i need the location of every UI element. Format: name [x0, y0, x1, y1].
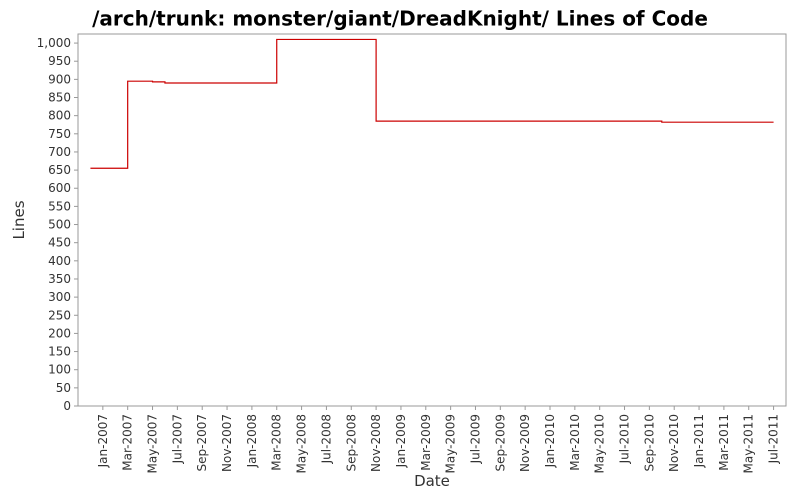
x-tick-label: Jan-2007 [96, 414, 110, 468]
y-tick-label: 600 [48, 181, 71, 195]
y-tick-label: 900 [48, 72, 71, 86]
y-tick-label: 350 [48, 272, 71, 286]
y-tick-label: 150 [48, 345, 71, 359]
x-tick-label: Jul-2011 [767, 414, 781, 464]
y-tick-label: 100 [48, 363, 71, 377]
y-tick-label: 650 [48, 163, 71, 177]
x-tick-label: Jul-2009 [468, 414, 482, 464]
x-tick-label: May-2008 [295, 414, 309, 473]
x-tick-label: Sep-2009 [493, 414, 507, 472]
x-tick-label: Jul-2007 [170, 414, 184, 464]
x-tick-label: Mar-2008 [270, 414, 284, 471]
chart-title: /arch/trunk: monster/giant/DreadKnight/ … [92, 7, 708, 31]
y-tick-label: 550 [48, 199, 71, 213]
x-tick-label: Mar-2011 [717, 414, 731, 471]
y-tick-label: 250 [48, 308, 71, 322]
x-tick-label: Nov-2007 [220, 414, 234, 472]
y-tick-label: 0 [63, 399, 71, 413]
x-tick-label: Jul-2010 [618, 414, 632, 464]
y-tick-label: 1,000 [37, 36, 71, 50]
x-tick-label: Mar-2007 [121, 414, 135, 471]
y-tick-label: 200 [48, 326, 71, 340]
y-axis-title: Lines [10, 200, 28, 239]
x-tick-label: Jan-2009 [394, 414, 408, 468]
y-tick-label: 500 [48, 218, 71, 232]
x-tick-label: Nov-2009 [518, 414, 532, 472]
x-tick-label: Nov-2010 [667, 414, 681, 472]
x-tick-label: Jul-2008 [319, 414, 333, 464]
y-tick-label: 300 [48, 290, 71, 304]
y-tick-label: 450 [48, 236, 71, 250]
x-tick-label: Mar-2009 [419, 414, 433, 471]
x-tick-label: Sep-2010 [642, 414, 656, 472]
y-tick-label: 400 [48, 254, 71, 268]
plot-area [77, 33, 787, 407]
x-tick-label: May-2007 [146, 414, 160, 473]
x-axis-title: Date [414, 472, 450, 490]
data-line [90, 38, 774, 169]
y-tick-label: 850 [48, 91, 71, 105]
y-tick-label: 750 [48, 127, 71, 141]
x-tick-label: Sep-2008 [344, 414, 358, 472]
y-tick-label: 700 [48, 145, 71, 159]
y-tick-label: 950 [48, 54, 71, 68]
x-tick-label: Jan-2010 [543, 414, 557, 468]
x-tick-label: May-2009 [444, 414, 458, 473]
x-tick-label: Jan-2008 [245, 414, 259, 468]
x-tick-label: Mar-2010 [568, 414, 582, 471]
x-tick-label: Jan-2011 [692, 414, 706, 468]
x-tick-label: Nov-2008 [369, 414, 383, 472]
x-tick-label: May-2010 [593, 414, 607, 473]
y-tick-label: 50 [56, 381, 71, 395]
x-tick-label: May-2011 [742, 414, 756, 473]
y-tick-label: 800 [48, 109, 71, 123]
x-tick-label: Sep-2007 [195, 414, 209, 472]
